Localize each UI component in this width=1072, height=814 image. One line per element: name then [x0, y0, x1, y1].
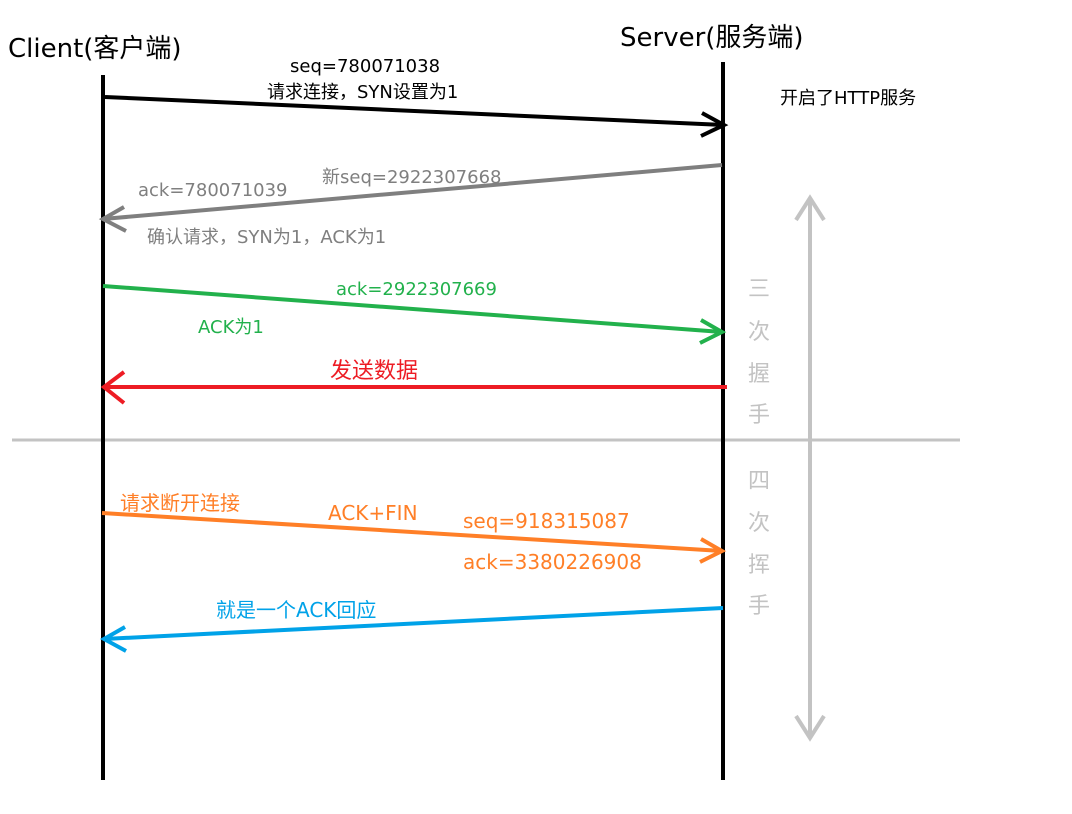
msg-fin-ack: ack=3380226908	[463, 550, 642, 574]
msg-syn: seq=780071038 请求连接，SYN设置为1	[104, 56, 729, 138]
msg-ack-ack: ack=2922307669	[336, 279, 497, 300]
msg-syn-ack-ack: ack=780071039	[138, 180, 288, 201]
phase-handshake-char-1: 三	[748, 277, 770, 302]
phase-wave-char-3: 挥	[748, 553, 770, 578]
msg-syn-seq: seq=780071038	[290, 56, 440, 77]
phase-handshake-char-4: 手	[748, 403, 770, 428]
phase-handshake-char-2: 次	[748, 320, 770, 345]
phase-handshake-char-3: 握	[748, 362, 770, 387]
msg-ack-desc: ACK为1	[198, 317, 264, 338]
msg-ack: ack=2922307669 ACK为1	[102, 279, 727, 345]
msg-fin-desc: 请求断开连接	[120, 491, 240, 515]
msg-fin-ack: 就是一个ACK回应	[99, 598, 724, 653]
msg-fin: 请求断开连接 ACK+FIN seq=918315087 ack=3380226…	[101, 491, 727, 574]
server-note: 开启了HTTP服务	[780, 88, 916, 109]
msg-fin-flags: ACK+FIN	[328, 501, 418, 525]
msg-syn-ack: ack=780071039 新seq=2922307668 确认请求，SYN为1…	[98, 163, 723, 248]
client-label: Client(客户端)	[8, 34, 182, 64]
msg-data: 发送数据	[100, 359, 727, 405]
msg-fin-ack-desc: 就是一个ACK回应	[216, 598, 376, 622]
server-label: Server(服务端)	[620, 23, 804, 53]
phase-wave-char-4: 手	[748, 594, 770, 619]
msg-syn-ack-desc: 确认请求，SYN为1，ACK为1	[147, 227, 386, 248]
phase-wave-char-2: 次	[748, 511, 770, 536]
phase-wave-label: 四 次 挥 手	[748, 469, 770, 619]
phase-span-arrow	[794, 194, 826, 742]
phase-wave-char-1: 四	[748, 469, 770, 494]
msg-data-label: 发送数据	[330, 359, 418, 384]
msg-syn-ack-seq: 新seq=2922307668	[322, 167, 501, 188]
msg-fin-seq: seq=918315087	[463, 509, 630, 533]
phase-handshake-label: 三 次 握 手	[748, 277, 770, 428]
msg-syn-desc: 请求连接，SYN设置为1	[267, 82, 458, 103]
